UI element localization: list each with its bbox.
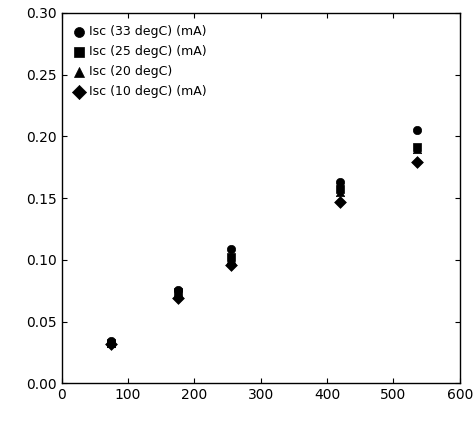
Isc (10 degC) (mA) [413,159,420,166]
Isc (25 degC) (mA) [108,339,115,346]
Isc (33 degC) (mA) [227,245,235,252]
Legend: Isc (33 degC) (mA), Isc (25 degC) (mA), Isc (20 degC), Isc (10 degC) (mA): Isc (33 degC) (mA), Isc (25 degC) (mA), … [68,19,213,104]
Isc (33 degC) (mA) [174,286,182,293]
Isc (33 degC) (mA) [337,178,344,185]
Isc (10 degC) (mA) [108,340,115,347]
Isc (33 degC) (mA) [413,127,420,134]
Isc (25 degC) (mA) [337,186,344,193]
Isc (20 degC) [108,339,115,346]
Isc (20 degC) [174,290,182,296]
Isc (10 degC) (mA) [337,199,344,205]
Isc (10 degC) (mA) [174,295,182,302]
Isc (20 degC) [337,188,344,195]
Isc (25 degC) (mA) [227,254,235,261]
Isc (20 degC) [227,255,235,262]
Isc (25 degC) (mA) [413,144,420,151]
Isc (25 degC) (mA) [174,288,182,295]
Isc (20 degC) [413,145,420,152]
Isc (33 degC) (mA) [108,338,115,345]
Isc (10 degC) (mA) [227,262,235,268]
